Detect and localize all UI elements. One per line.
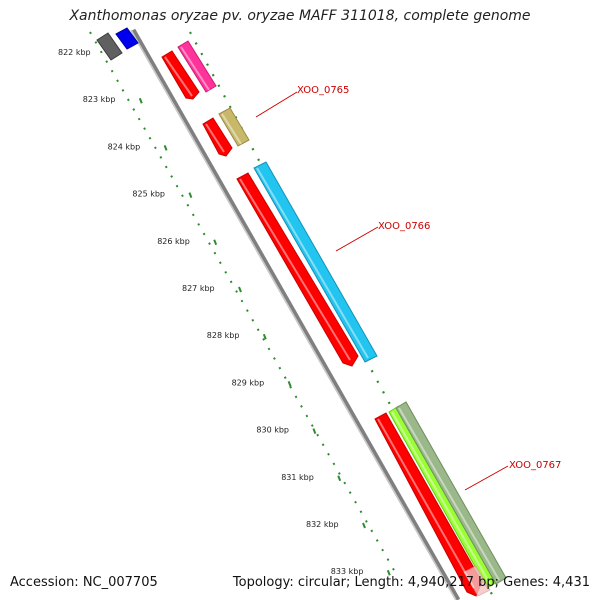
ruler-tick-1 bbox=[138, 97, 143, 104]
gene-label-xoo-0765[interactable]: XOO_0765 bbox=[297, 85, 349, 96]
ruler-tick-7 bbox=[287, 381, 292, 387]
gene-features bbox=[96, 27, 507, 597]
ruler-label-6: 828 kbp bbox=[207, 331, 240, 340]
leader-xoo-0767 bbox=[464, 465, 509, 491]
ruler-tick-3 bbox=[188, 192, 193, 198]
ruler-label-0: 822 kbp bbox=[58, 48, 91, 57]
feature-gray-gene[interactable] bbox=[96, 32, 123, 61]
ruler-label-2: 824 kbp bbox=[108, 142, 141, 151]
genome-summary: Topology: circular; Length: 4,940,217 bp… bbox=[232, 575, 590, 590]
ruler-label-10: 832 kbp bbox=[306, 520, 339, 529]
gene-label-xoo-0767[interactable]: XOO_0767 bbox=[509, 460, 561, 471]
ruler-tick-labels: 822 kbp 823 kbp 824 kbp 825 kbp 826 kbp 827 k… bbox=[58, 48, 363, 576]
feature-blue-gene[interactable] bbox=[115, 27, 139, 50]
feature-magenta-gene[interactable] bbox=[177, 40, 217, 93]
genome-backbone-highlight bbox=[130, 29, 457, 600]
feature-cds-823[interactable] bbox=[161, 50, 200, 100]
feature-sage-gene[interactable] bbox=[395, 401, 507, 585]
ruler-tick-9 bbox=[337, 475, 342, 482]
feature-light-gene[interactable] bbox=[463, 565, 491, 597]
ruler-dotted-line bbox=[89, 31, 396, 573]
ruler-tick-6 bbox=[262, 333, 267, 340]
ruler-label-5: 827 kbp bbox=[182, 284, 215, 293]
ruler-label-9: 831 kbp bbox=[281, 473, 314, 482]
ruler-label-4: 826 kbp bbox=[157, 237, 190, 246]
genome-backbone bbox=[130, 28, 461, 600]
ruler-tick-10 bbox=[362, 522, 366, 529]
ruler-tick-2 bbox=[163, 145, 168, 151]
leader-xoo-0765 bbox=[255, 91, 298, 118]
map-title: Xanthomonas oryzae pv. oryzae MAFF 31101… bbox=[69, 8, 531, 24]
ruler-label-3: 825 kbp bbox=[132, 190, 165, 199]
accession-label: Accession: NC_007705 bbox=[10, 575, 158, 590]
feature-highlights bbox=[164, 46, 500, 589]
ruler-label-7: 829 kbp bbox=[232, 378, 265, 387]
leader-xoo-0766 bbox=[335, 226, 379, 252]
feature-cyan-gene[interactable] bbox=[253, 161, 378, 363]
feature-cds-824[interactable] bbox=[202, 117, 233, 157]
ruler-label-11: 833 kbp bbox=[331, 567, 364, 576]
ruler-tick-8 bbox=[312, 428, 317, 434]
ruler-tick-5 bbox=[238, 286, 242, 293]
ruler-tick-11 bbox=[386, 569, 391, 576]
feature-khaki-gene[interactable] bbox=[218, 107, 250, 147]
feature-cds-xoo-0766[interactable] bbox=[236, 172, 359, 367]
gene-label-xoo-0766[interactable]: XOO_0766 bbox=[378, 221, 430, 232]
ruler-label-1: 823 kbp bbox=[83, 95, 116, 104]
ruler-label-8: 830 kbp bbox=[256, 426, 289, 435]
ruler-tick-4 bbox=[213, 239, 218, 246]
